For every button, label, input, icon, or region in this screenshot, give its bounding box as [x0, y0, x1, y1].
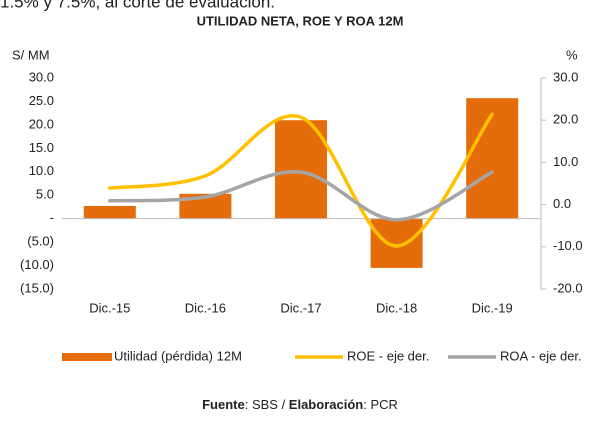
bar [370, 218, 423, 268]
y-tick-label: (5.0) [27, 234, 54, 249]
chart-title: UTILIDAD NETA, ROE Y ROA 12M [197, 13, 404, 28]
x-tick-label: Dic.-19 [472, 300, 513, 315]
x-tick-label: Dic.-18 [376, 300, 417, 315]
y-tick-label: (10.0) [20, 257, 54, 272]
y2-tick-label: 0.0 [553, 196, 571, 211]
source-label: Elaboración [289, 397, 363, 412]
y2-axis-label: % [566, 47, 578, 62]
y-tick-label: 15.0 [29, 140, 54, 155]
y-tick-label: - [50, 210, 54, 225]
header-text: 1.5% y 7.5%, al corte de evaluación. [0, 0, 275, 11]
y2-tick-label: -20.0 [553, 280, 583, 295]
legend-swatch [62, 353, 112, 361]
y2-tick-label: 30.0 [553, 69, 578, 84]
source: Fuente: SBS / Elaboración: PCR [202, 397, 398, 412]
line [108, 169, 494, 222]
y2-tick-label: 10.0 [553, 154, 578, 169]
y-tick-label: 20.0 [29, 116, 54, 131]
bar [275, 120, 327, 219]
x-tick-label: Dic.-17 [280, 300, 321, 315]
line [108, 112, 494, 248]
y2-tick-label: -10.0 [553, 238, 583, 253]
source-text: : SBS / [245, 397, 289, 412]
y-tick-label: 10.0 [29, 163, 54, 178]
y-axis-label: S/ MM [12, 47, 50, 62]
y-tick-label: 30.0 [29, 69, 54, 84]
source-text: : PCR [363, 397, 398, 412]
bar [466, 98, 519, 219]
legend-label: ROE - eje der. [347, 348, 429, 363]
y-tick-label: (15.0) [20, 280, 54, 295]
x-tick-label: Dic.-16 [185, 300, 226, 315]
x-tick-label: Dic.-15 [89, 300, 130, 315]
bar [83, 206, 136, 219]
y-tick-label: 5.0 [36, 187, 54, 202]
legend-label: Utilidad (pérdida) 12M [114, 348, 242, 363]
y2-tick-label: 20.0 [553, 112, 578, 127]
y-tick-label: 25.0 [29, 93, 54, 108]
source-label: Fuente [202, 397, 245, 412]
legend-label: ROA - eje der. [500, 348, 582, 363]
